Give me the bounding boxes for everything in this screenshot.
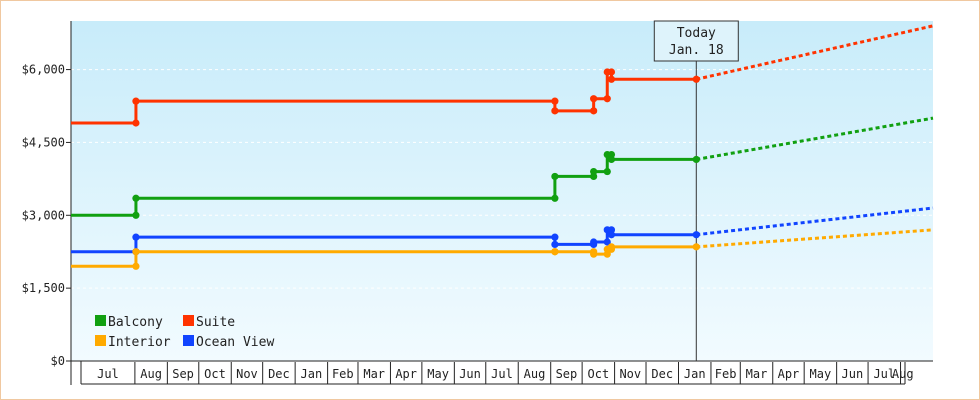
data-point xyxy=(132,194,140,202)
legend-label: Suite xyxy=(196,315,235,330)
month-label: Jul xyxy=(873,367,895,381)
data-point xyxy=(132,233,140,241)
month-label: Jun xyxy=(459,367,481,381)
data-point xyxy=(692,243,700,251)
data-point xyxy=(590,95,598,103)
data-point xyxy=(603,167,611,176)
today-date-label: Jan. 18 xyxy=(669,43,724,58)
month-label: Aug xyxy=(140,367,162,381)
data-point xyxy=(132,119,140,127)
data-point xyxy=(590,167,598,176)
month-label: Feb xyxy=(715,367,737,381)
month-label: Jan xyxy=(684,367,706,381)
today-marker: Today Jan. 18 xyxy=(653,20,739,361)
month-label: Nov xyxy=(619,367,641,381)
data-point xyxy=(692,155,700,164)
plot-background xyxy=(71,21,933,361)
legend-swatch xyxy=(95,315,106,326)
month-label: Aug xyxy=(892,367,914,381)
month-label: Oct xyxy=(588,367,610,381)
month-label: Sep xyxy=(172,367,194,381)
legend-swatch xyxy=(95,335,106,346)
month-label: Jul xyxy=(491,367,513,381)
data-point xyxy=(607,231,616,239)
series-forecast-interior xyxy=(696,228,934,249)
data-point xyxy=(590,238,598,246)
y-tick-label: $1,500 xyxy=(22,281,65,295)
month-label: Dec xyxy=(268,367,290,381)
today-label: Today xyxy=(677,26,716,41)
legend-label: Balcony xyxy=(108,315,163,330)
month-label: May xyxy=(427,367,449,381)
data-point xyxy=(132,248,140,256)
series-balcony xyxy=(71,116,934,219)
month-label: Dec xyxy=(651,367,673,381)
data-point xyxy=(551,248,559,256)
data-point xyxy=(607,75,616,83)
today-box xyxy=(653,20,739,62)
month-label: May xyxy=(810,367,832,381)
y-tick-label: $4,500 xyxy=(22,135,65,149)
month-label: Sep xyxy=(556,367,578,381)
month-label: Aug xyxy=(524,367,546,381)
series-forecast-balcony xyxy=(696,116,934,161)
month-label: Mar xyxy=(363,367,385,381)
series-forecast-ocean-view xyxy=(696,206,934,237)
legend-label: Ocean View xyxy=(196,335,274,350)
data-point xyxy=(603,238,611,246)
data-point xyxy=(132,262,140,270)
y-tick-label: $6,000 xyxy=(22,63,65,77)
data-point xyxy=(551,172,559,181)
data-point xyxy=(607,155,616,164)
data-point xyxy=(551,233,559,241)
data-point xyxy=(132,97,140,105)
data-point xyxy=(692,75,700,83)
month-label: Apr xyxy=(778,367,800,381)
legend-swatch xyxy=(183,335,194,346)
month-label: Mar xyxy=(746,367,768,381)
data-point xyxy=(590,250,598,258)
month-label: Oct xyxy=(204,367,226,381)
data-point xyxy=(607,68,616,76)
data-point xyxy=(132,211,140,219)
data-point xyxy=(692,231,700,239)
legend: Balcony Suite Interior Ocean View xyxy=(95,315,274,350)
y-tick-label: $3,000 xyxy=(22,208,65,222)
month-label: Jul xyxy=(97,367,119,381)
legend-swatch xyxy=(183,315,194,326)
series-lines xyxy=(71,24,934,270)
series-forecast-suite xyxy=(695,24,934,81)
month-label: Jan xyxy=(301,367,323,381)
data-point xyxy=(551,107,559,115)
month-label: Feb xyxy=(332,367,354,381)
series-interior xyxy=(71,228,934,270)
data-point xyxy=(607,243,616,251)
y-tick-label: $0 xyxy=(51,354,65,368)
month-label: Apr xyxy=(395,367,417,381)
legend-label: Interior xyxy=(108,335,171,350)
data-point xyxy=(551,240,559,249)
data-point xyxy=(590,107,598,115)
data-point xyxy=(551,194,559,202)
data-point xyxy=(551,97,559,105)
series-suite xyxy=(71,24,934,127)
month-label: Jun xyxy=(842,367,864,381)
month-label: Nov xyxy=(236,367,258,381)
data-point xyxy=(603,95,611,103)
